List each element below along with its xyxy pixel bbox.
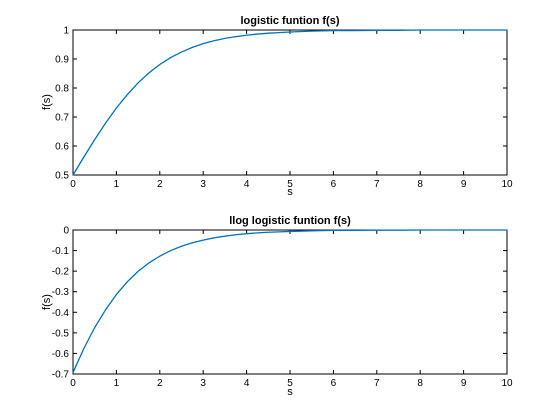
bottom-plot-ytick-label: -0.4 <box>52 308 70 319</box>
top-plot-xtick-label: 2 <box>157 179 163 190</box>
top-plot-ytick-label: 0.9 <box>55 55 69 66</box>
top-plot-series-line <box>72 29 507 176</box>
bottom-plot-ytick-label: -0.7 <box>52 370 70 381</box>
bottom-plot-ylabel: f(s) <box>41 294 53 310</box>
top-plot-ytick-label: 1 <box>63 26 69 37</box>
top-plot-xtick-label: 9 <box>461 179 467 190</box>
bottom-plot: llog logistic funtion f(s) s f(s) 0 1 2 3 4 5… <box>41 215 513 398</box>
bottom-plot-ytick-label: 0 <box>63 226 69 237</box>
bottom-plot-ytick-label: -0.6 <box>52 349 70 360</box>
top-plot-title: logistic funtion f(s) <box>241 15 340 27</box>
top-plot-xtick-label: 10 <box>501 179 513 190</box>
top-plot-xtick-label: 5 <box>287 179 293 190</box>
bottom-plot-xtick-label: 1 <box>114 378 120 389</box>
bottom-plot-ytick-label: -0.5 <box>52 328 70 339</box>
top-plot-ylabel: f(s) <box>41 94 53 110</box>
top-plot-ytick-label: 0.6 <box>55 142 69 153</box>
top-plot-ytick-label: 0.8 <box>55 84 69 95</box>
bottom-plot-title: llog logistic funtion f(s) <box>229 215 351 227</box>
top-plot-xtick-label: 3 <box>200 179 206 190</box>
bottom-plot-ytick-label: -0.1 <box>52 246 70 257</box>
top-plot-xtick-label: 0 <box>70 179 76 190</box>
top-plot: logistic funtion f(s) s f(s) 0 1 2 3 4 5 6 7 8 9 1… <box>41 15 513 198</box>
bottom-plot-xtick-label: 9 <box>461 378 467 389</box>
bottom-plot-xtick-label: 4 <box>244 378 250 389</box>
bottom-plot-xtick-label: 8 <box>417 378 423 389</box>
top-plot-xlabel: s <box>287 186 293 198</box>
bottom-plot-xtick-label: 5 <box>287 378 293 389</box>
top-plot-xtick-label: 1 <box>114 179 120 190</box>
top-plot-axes-frame <box>72 29 508 176</box>
bottom-plot-axes-frame <box>72 229 508 375</box>
top-plot-ytick-label: 0.7 <box>55 113 69 124</box>
bottom-plot-xtick-label: 6 <box>331 378 337 389</box>
bottom-plot-xtick-label: 2 <box>157 378 163 389</box>
top-plot-xtick-label: 7 <box>374 179 380 190</box>
bottom-plot-xtick-label: 0 <box>70 378 76 389</box>
bottom-plot-xtick-label: 7 <box>374 378 380 389</box>
bottom-plot-ytick-label: -0.3 <box>52 287 70 298</box>
bottom-plot-xtick-label: 10 <box>501 378 513 389</box>
top-plot-xtick-label: 6 <box>331 179 337 190</box>
bottom-plot-xtick-label: 3 <box>200 378 206 389</box>
bottom-plot-ytick-label: -0.2 <box>52 267 70 278</box>
top-plot-ytick-label: 0.5 <box>55 171 69 182</box>
top-plot-xtick-label: 8 <box>417 179 423 190</box>
top-plot-xtick-label: 4 <box>244 179 250 190</box>
bottom-plot-series-line <box>72 229 507 373</box>
bottom-plot-xlabel: s <box>287 386 293 398</box>
